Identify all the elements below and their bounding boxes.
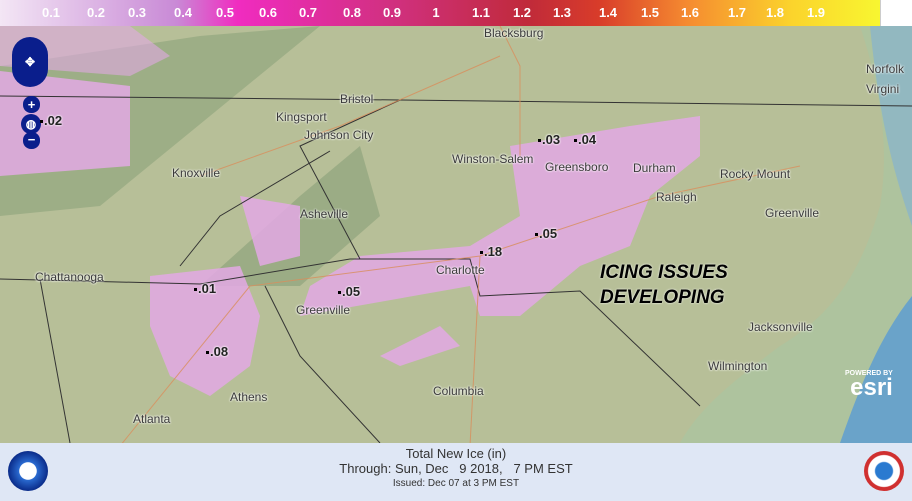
- legend-tick: 1.1: [471, 5, 491, 20]
- ice-value-label: .05: [535, 226, 557, 241]
- noaa-logo: [8, 451, 48, 491]
- legend-tick: 0.9: [382, 5, 402, 20]
- legend-tick: 1.5: [640, 5, 660, 20]
- city-label: Greensboro: [545, 160, 609, 174]
- city-label: Winston-Salem: [452, 152, 534, 166]
- legend-tick: 1.6: [680, 5, 700, 20]
- esri-powered-by: POWERED BY: [845, 370, 893, 377]
- city-label: Athens: [230, 390, 268, 404]
- map-base: [0, 26, 912, 443]
- legend-tick: 1.8: [765, 5, 785, 20]
- city-label: Asheville: [300, 207, 349, 221]
- city-label: Johnson City: [304, 128, 374, 142]
- footer-through: Through: Sun, Dec 9 2018, 7 PM EST: [339, 461, 573, 476]
- city-label: Greenville: [765, 206, 820, 220]
- annotation-line: DEVELOPING: [600, 287, 725, 308]
- ice-value-label: .02: [40, 113, 62, 128]
- legend-tick: 0.7: [298, 5, 318, 20]
- city-label: Charlotte: [436, 263, 485, 277]
- city-label: Chattanooga: [35, 270, 104, 284]
- ice-value-label: .04: [574, 132, 596, 147]
- legend-tick: 1.4: [598, 5, 618, 20]
- legend-tick: 0.8: [342, 5, 362, 20]
- map-area[interactable]: ✥ + ◍ − Blacksburg Bristol Kingsport Joh…: [0, 26, 912, 443]
- nws-logo: [864, 451, 904, 491]
- ice-value-label: .01: [194, 281, 216, 296]
- footer-issued: Issued: Dec 07 at 3 PM EST: [392, 478, 520, 489]
- annotation-line: ICING ISSUES: [600, 262, 728, 283]
- ice-value-label: .05: [338, 284, 360, 299]
- legend-tick: 0.1: [41, 5, 61, 20]
- city-label: Wilmington: [708, 359, 768, 373]
- city-label: Raleigh: [656, 190, 697, 204]
- city-label: Columbia: [433, 384, 484, 398]
- legend-tick: 1.3: [552, 5, 572, 20]
- map-footer: Total New Ice (in) Through: Sun, Dec 9 2…: [0, 443, 912, 501]
- legend-tick: 1.9: [806, 5, 826, 20]
- legend-tick: 0.2: [86, 5, 106, 20]
- city-label: Jacksonville: [748, 320, 813, 334]
- city-label: Durham: [633, 161, 676, 175]
- city-label: Atlanta: [133, 412, 171, 426]
- legend-tick: 0.5: [215, 5, 235, 20]
- ice-value-label: .08: [206, 344, 228, 359]
- globe-icon[interactable]: ◍: [21, 114, 41, 134]
- annotation-text: ICING ISSUES DEVELOPING: [600, 260, 728, 310]
- ice-value-label: .18: [480, 244, 502, 259]
- city-label: Knoxville: [172, 166, 221, 180]
- legend-tick: 0.6: [258, 5, 278, 20]
- esri-wordmark: esri: [850, 374, 893, 401]
- city-label: Norfolk: [866, 62, 905, 76]
- esri-logo: POWERED BY esri: [845, 370, 893, 401]
- city-label: Blacksburg: [484, 26, 544, 40]
- footer-title: Total New Ice (in): [405, 446, 507, 461]
- zoom-out-button[interactable]: −: [23, 132, 40, 149]
- legend-tick: 1.7: [727, 5, 747, 20]
- city-label: Virgini: [866, 82, 900, 96]
- legend-end: [880, 0, 912, 26]
- pan-control[interactable]: ✥: [12, 37, 48, 87]
- city-label: Kingsport: [276, 110, 327, 124]
- legend-tick: 1.2: [512, 5, 532, 20]
- city-label: Greenville: [296, 303, 351, 317]
- zoom-in-button[interactable]: +: [23, 96, 40, 113]
- legend-tick: 1: [432, 5, 440, 20]
- legend-tick: 0.3: [127, 5, 147, 20]
- ice-legend-bar: 0.1 0.2 0.3 0.4 0.5 0.6 0.7 0.8 0.9 1 1.1 1.2 1.3 1.4…: [0, 0, 880, 26]
- city-label: Rocky Mount: [720, 167, 791, 181]
- legend-tick: 0.4: [173, 5, 193, 20]
- city-label: Bristol: [340, 92, 374, 106]
- ice-value-label: .03: [538, 132, 560, 147]
